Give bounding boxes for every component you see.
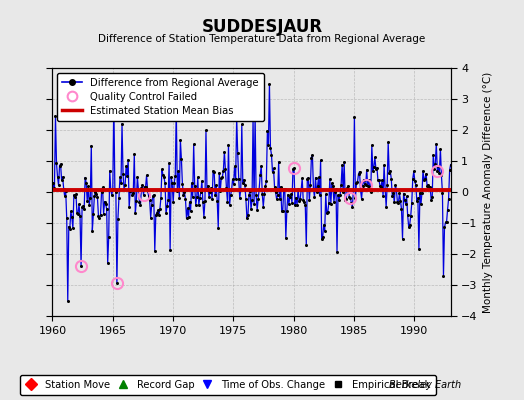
Text: SUDDESJAUR: SUDDESJAUR bbox=[201, 18, 323, 36]
Y-axis label: Monthly Temperature Anomaly Difference (°C): Monthly Temperature Anomaly Difference (… bbox=[483, 71, 493, 313]
Legend: Station Move, Record Gap, Time of Obs. Change, Empirical Break: Station Move, Record Gap, Time of Obs. C… bbox=[19, 375, 436, 395]
Text: Difference of Station Temperature Data from Regional Average: Difference of Station Temperature Data f… bbox=[99, 34, 425, 44]
Text: Berkeley Earth: Berkeley Earth bbox=[389, 380, 461, 390]
